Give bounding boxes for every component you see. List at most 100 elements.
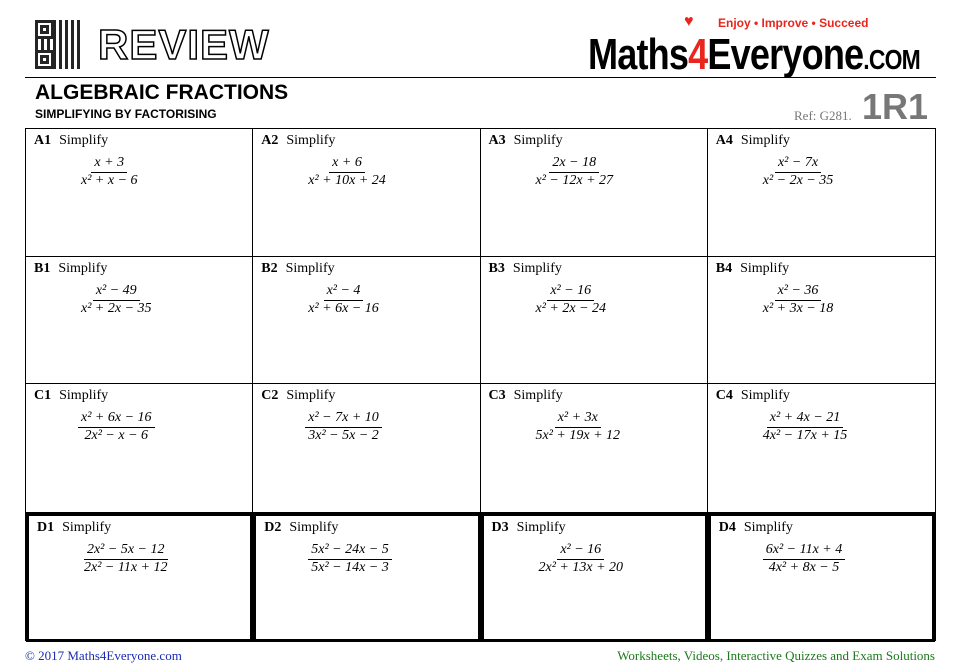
denominator: x² + 10x + 24 [308, 173, 386, 188]
numerator: x² − 49 [92, 283, 140, 301]
question-cell: B2 Simplify x² − 4 x² + 6x − 16 [253, 257, 481, 384]
fraction: 6x² − 11x + 4 4x² + 8x − 5 [762, 542, 846, 576]
question-cell: B1 Simplify x² − 49 x² + 2x − 35 [26, 257, 254, 384]
question-cell: D4 Simplify 6x² − 11x + 4 4x² + 8x − 5 [707, 513, 935, 642]
question-label: B4 Simplify [716, 261, 935, 277]
question-instruction: Simplify [58, 261, 108, 276]
logo-part: Maths [588, 30, 689, 79]
logo: Maths4Everyone.COM [588, 30, 921, 79]
question-id: D2 [264, 520, 282, 535]
question-cell: D2 Simplify 5x² − 24x − 5 5x² − 14x − 3 [253, 513, 481, 642]
numerator: x² − 4 [323, 283, 364, 301]
fraction: x² − 7x + 10 3x² − 5x − 2 [305, 410, 382, 444]
denominator: 5x² + 19x + 12 [535, 428, 621, 443]
question-cell: C3 Simplify x² + 3x 5x² + 19x + 12 [480, 384, 708, 513]
denominator: x² − 2x − 35 [762, 173, 834, 188]
denominator: 4x² + 8x − 5 [768, 560, 840, 575]
fraction: x + 3 x² + x − 6 [78, 155, 141, 189]
question-id: B3 [488, 261, 505, 276]
question-instruction: Simplify [740, 133, 790, 148]
numerator: x² − 7x [774, 155, 822, 173]
question-instruction: Simplify [289, 520, 339, 535]
denominator: 2x² − x − 6 [84, 428, 149, 443]
question-label: D4 Simplify [719, 520, 932, 536]
question-label: A1 Simplify [34, 133, 252, 149]
question-label: C2 Simplify [261, 388, 479, 404]
qr-code[interactable] [35, 20, 82, 69]
question-label: A3 Simplify [489, 133, 707, 149]
question-id: C2 [261, 388, 279, 403]
question-label: A4 Simplify [716, 133, 935, 149]
denominator: x² + 2x − 24 [535, 301, 607, 316]
fraction: x² + 3x 5x² + 19x + 12 [533, 410, 624, 444]
question-instruction: Simplify [740, 388, 790, 403]
fraction: x² − 4 x² + 6x − 16 [305, 283, 382, 317]
fraction: x² + 6x − 16 2x² − x − 6 [78, 410, 155, 444]
fraction: x² + 4x − 21 4x² − 17x + 15 [760, 410, 851, 444]
numerator: x² − 16 [547, 283, 595, 301]
numerator: x² − 36 [774, 283, 822, 301]
fraction: x² − 7x x² − 2x − 35 [760, 155, 837, 189]
logo-part: 4 [688, 30, 708, 79]
question-instruction: Simplify [513, 388, 563, 403]
denominator: x² + 3x − 18 [762, 301, 834, 316]
denominator: x² + x − 6 [81, 173, 138, 188]
question-id: B2 [261, 261, 278, 276]
question-instruction: Simplify [516, 520, 566, 535]
divider [25, 77, 936, 78]
numerator: 6x² − 11x + 4 [762, 542, 846, 560]
fraction: 5x² − 24x − 5 5x² − 14x − 3 [308, 542, 392, 576]
question-id: C4 [715, 388, 733, 403]
tagline: Enjoy • Improve • Succeed [718, 16, 869, 30]
question-id: B4 [715, 261, 733, 276]
question-label: D2 Simplify [264, 520, 477, 536]
fraction: x + 6 x² + 10x + 24 [305, 155, 389, 189]
numerator: x² + 4x − 21 [766, 410, 844, 428]
question-cell: D3 Simplify x² − 16 2x² + 13x + 20 [480, 513, 708, 642]
question-instruction: Simplify [59, 388, 109, 403]
question-instruction: Simplify [740, 261, 790, 276]
denominator: 2x² − 11x + 12 [84, 560, 168, 575]
denominator: 3x² − 5x − 2 [308, 428, 379, 443]
question-id: D3 [491, 520, 509, 535]
question-label: A2 Simplify [261, 133, 479, 149]
question-cell: C4 Simplify x² + 4x − 21 4x² − 17x + 15 [707, 384, 935, 513]
question-cell: B3 Simplify x² − 16 x² + 2x − 24 [480, 257, 708, 384]
question-id: A3 [488, 133, 506, 148]
question-instruction: Simplify [743, 520, 793, 535]
question-label: C4 Simplify [716, 388, 935, 404]
question-id: C3 [488, 388, 506, 403]
question-id: D1 [37, 520, 55, 535]
logo-part: .COM [863, 44, 920, 75]
fraction: 2x − 18 x² − 12x + 27 [533, 155, 617, 189]
question-instruction: Simplify [59, 133, 109, 148]
numerator: 2x² − 5x − 12 [83, 542, 168, 560]
fraction: x² − 16 x² + 2x − 24 [533, 283, 610, 317]
question-label: D1 Simplify [37, 520, 250, 536]
question-instruction: Simplify [513, 133, 563, 148]
numerator: x + 6 [329, 155, 365, 173]
question-id: B1 [34, 261, 51, 276]
page-subtitle: SIMPLIFYING BY FACTORISING [35, 107, 217, 121]
denominator: 2x² + 13x + 20 [538, 560, 624, 575]
question-cell: C2 Simplify x² − 7x + 10 3x² − 5x − 2 [253, 384, 481, 513]
question-label: D3 Simplify [492, 520, 705, 536]
copyright[interactable]: © 2017 Maths4Everyone.com [25, 648, 182, 663]
denominator: 4x² − 17x + 15 [762, 428, 848, 443]
page-title: ALGEBRAIC FRACTIONS [35, 81, 289, 104]
fraction: x² − 36 x² + 3x − 18 [760, 283, 837, 317]
question-instruction: Simplify [285, 261, 335, 276]
question-id: D4 [718, 520, 736, 535]
fraction: 2x² − 5x − 12 2x² − 11x + 12 [81, 542, 170, 576]
denominator: x² − 12x + 27 [535, 173, 614, 188]
question-grid: A1 Simplify x + 3 x² + x − 6 A2 Simplify x +… [25, 128, 936, 642]
question-instruction: Simplify [286, 388, 336, 403]
denominator: 5x² − 14x − 3 [311, 560, 389, 575]
question-instruction: Simplify [512, 261, 562, 276]
question-id: A4 [715, 133, 733, 148]
reference: Ref: G281. [794, 108, 852, 123]
question-label: B1 Simplify [34, 261, 252, 277]
question-cell: A3 Simplify 2x − 18 x² − 12x + 27 [480, 129, 708, 257]
question-cell: A4 Simplify x² − 7x x² − 2x − 35 [707, 129, 935, 257]
heart-icon: ♥ [684, 13, 694, 30]
